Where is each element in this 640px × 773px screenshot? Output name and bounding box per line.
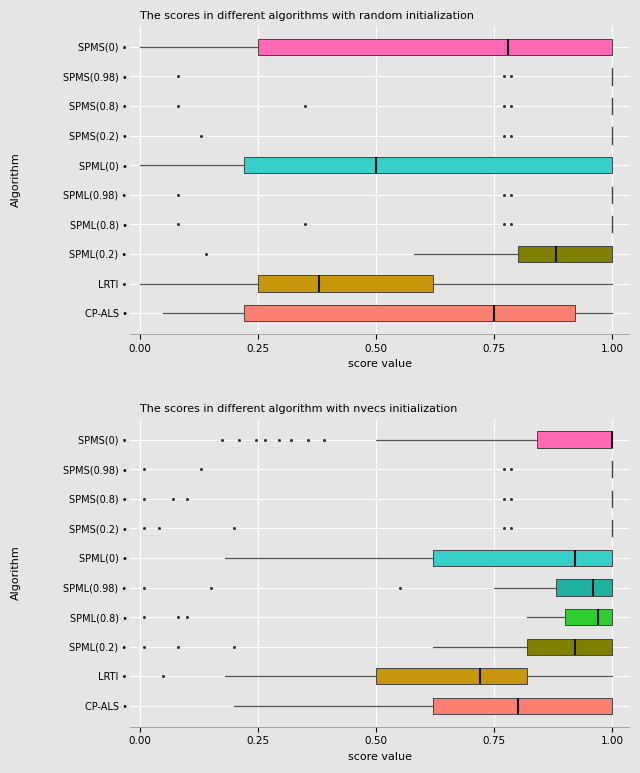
Y-axis label: Algorithm: Algorithm [11,545,21,600]
Bar [537,431,612,448]
Text: The scores in different algorithm with nvecs initialization: The scores in different algorithm with n… [140,404,458,414]
Bar [565,609,612,625]
Bar [433,698,612,714]
Bar [244,305,575,322]
X-axis label: score value: score value [348,752,412,762]
Y-axis label: Algorithm: Algorithm [11,152,21,207]
Bar [433,550,612,566]
X-axis label: score value: score value [348,359,412,369]
Text: The scores in different algorithms with random initialization: The scores in different algorithms with … [140,11,474,21]
Bar [556,580,612,596]
Bar [518,246,612,262]
Bar [376,668,527,684]
Bar [244,157,612,173]
Bar [258,39,612,55]
Bar [258,275,433,291]
Bar [527,638,612,655]
